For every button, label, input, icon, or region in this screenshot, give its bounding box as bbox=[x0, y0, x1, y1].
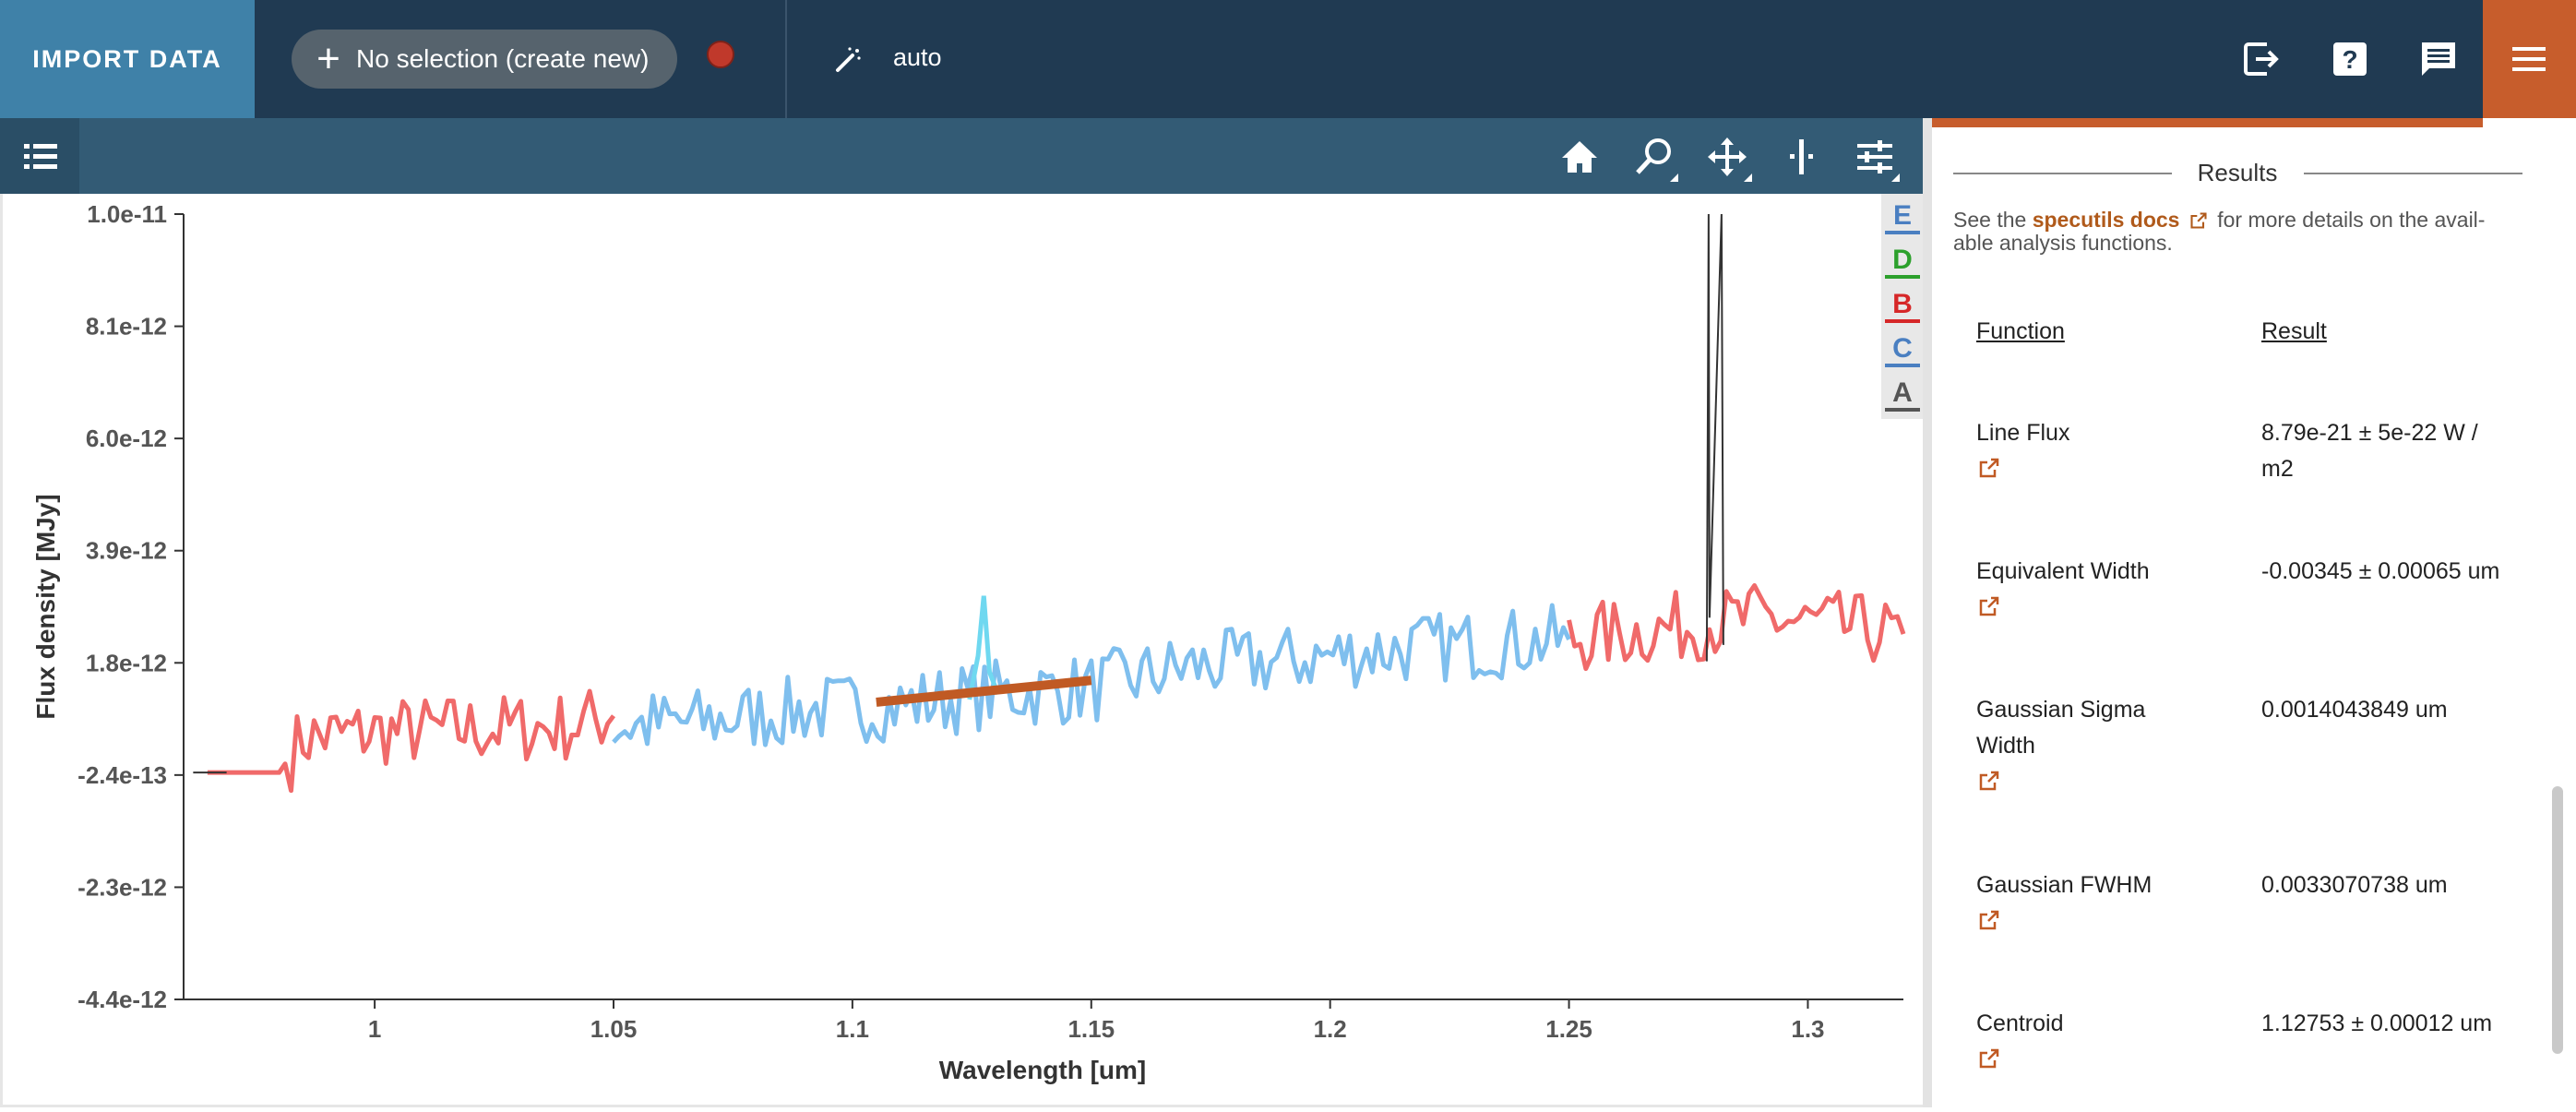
svg-text:?: ? bbox=[2342, 45, 2357, 74]
layer-color-bar bbox=[1885, 319, 1920, 323]
home-tool-button[interactable] bbox=[1556, 134, 1603, 180]
subset-selector-label: No selection (create new) bbox=[356, 44, 650, 73]
x-tick-label: 1.15 bbox=[1067, 1015, 1115, 1043]
external-link-icon[interactable] bbox=[2189, 211, 2208, 230]
y-tick-label: 3.9e-12 bbox=[86, 537, 167, 565]
magic-wand-icon[interactable] bbox=[834, 44, 864, 74]
external-link-icon[interactable] bbox=[1978, 595, 2000, 617]
description-prefix: See the bbox=[1953, 208, 2033, 232]
column-header-result: Result bbox=[2261, 318, 2327, 344]
result-value: 8.79e-21 ± 5e-22 W / m2 bbox=[2261, 420, 2478, 482]
panel-resize-handle[interactable] bbox=[1923, 118, 1932, 1107]
function-name: Centroid bbox=[1976, 1010, 2064, 1036]
external-link-icon[interactable] bbox=[1978, 457, 2000, 479]
x-tick-label: 1.05 bbox=[590, 1015, 638, 1043]
x-tick-label: 1.25 bbox=[1545, 1015, 1592, 1043]
layer-label-a: A bbox=[1892, 377, 1913, 408]
result-function-cell: Gaussian Sigma Width bbox=[1976, 692, 2198, 792]
layer-label-d: D bbox=[1892, 245, 1913, 275]
y-axis-label: Flux density [MJy] bbox=[31, 494, 60, 719]
result-value: 0.0033070738 um bbox=[2261, 872, 2448, 898]
plugin-header-bar bbox=[1932, 118, 2483, 127]
import-data-button[interactable]: IMPORT DATA bbox=[0, 0, 255, 118]
layer-label-b: B bbox=[1892, 289, 1913, 319]
external-link-icon[interactable] bbox=[1978, 909, 2000, 931]
y-tick-label: 8.1e-12 bbox=[86, 313, 167, 341]
y-tick-label: -2.3e-12 bbox=[78, 873, 167, 901]
function-name: Line Flux bbox=[1976, 420, 2070, 446]
plus-icon: + bbox=[316, 36, 340, 81]
continuum-fit-line bbox=[876, 676, 1092, 707]
pan-icon bbox=[1708, 138, 1747, 176]
menu-icon bbox=[2512, 47, 2546, 71]
top-toolbar: IMPORT DATA + No selection (create new) … bbox=[0, 0, 2576, 118]
function-name: Equivalent Width bbox=[1976, 558, 2150, 584]
plot-options-button[interactable] bbox=[1852, 134, 1900, 182]
result-value: 0.0014043849 um bbox=[2261, 697, 2448, 723]
spectrum-plot[interactable]: 1.0e-11 8.1e-12 6.0e-12 3.9e-12 1.8e-12 -2.4e… bbox=[3, 194, 1926, 1107]
result-function-cell: Equivalent Width bbox=[1976, 554, 2198, 617]
line-analysis-panel bbox=[1932, 127, 2576, 1107]
home-icon bbox=[1562, 141, 1597, 173]
x-axis-label: Wavelength [um] bbox=[939, 1056, 1147, 1084]
y-tick-label: -4.4e-12 bbox=[78, 986, 167, 1013]
spectrum-series-2 bbox=[612, 603, 1571, 747]
description-text: See the specutils docs for more details … bbox=[1953, 209, 2507, 255]
layer-color-bar bbox=[1885, 364, 1920, 367]
y-tick-label: -2.4e-13 bbox=[78, 761, 167, 789]
y-tick-label: 1.8e-12 bbox=[86, 649, 167, 676]
divider-line bbox=[1953, 173, 2172, 174]
result-value: -0.00345 ± 0.00065 um bbox=[2261, 558, 2500, 584]
subset-selector[interactable]: + No selection (create new) bbox=[292, 30, 677, 89]
reference-spectrum-line bbox=[1705, 213, 1724, 662]
result-value: 1.12753 ± 0.00012 um bbox=[2261, 1010, 2493, 1036]
export-icon[interactable] bbox=[2239, 37, 2284, 81]
result-function-cell: Centroid bbox=[1976, 1006, 2198, 1070]
layer-color-bar bbox=[1885, 408, 1920, 412]
settings-icon bbox=[1857, 140, 1892, 173]
emission-line-subset bbox=[967, 595, 1001, 700]
divider-line bbox=[2304, 173, 2522, 174]
zoom-icon bbox=[1636, 138, 1671, 174]
help-icon[interactable]: ? bbox=[2328, 37, 2372, 81]
viewer-toolbar bbox=[0, 118, 1923, 194]
function-name: Gaussian FWHM bbox=[1976, 872, 2153, 898]
external-link-icon[interactable] bbox=[1978, 1047, 2000, 1070]
x-tick-label: 1.3 bbox=[1791, 1015, 1824, 1043]
record-indicator[interactable] bbox=[707, 41, 734, 68]
spectrum-series-1 bbox=[207, 688, 616, 794]
result-function-cell: Gaussian FWHM bbox=[1976, 867, 2198, 931]
list-icon bbox=[24, 144, 57, 169]
slice-tool-button[interactable] bbox=[1778, 134, 1824, 180]
layer-label-e: E bbox=[1893, 200, 1912, 231]
specutils-docs-link[interactable]: specutils docs bbox=[2032, 208, 2180, 232]
main-menu-button[interactable] bbox=[2483, 0, 2576, 118]
description-suffix: for more details on the avail-able analy… bbox=[1953, 208, 2486, 255]
layer-color-bar bbox=[1885, 231, 1920, 234]
result-function-cell: Line Flux bbox=[1976, 415, 2198, 479]
x-tick-label: 1.1 bbox=[836, 1015, 869, 1043]
column-header-function: Function bbox=[1976, 318, 2065, 344]
results-title: Results bbox=[2197, 159, 2278, 186]
toolbar-divider bbox=[785, 0, 787, 118]
spectrum-viewer[interactable]: 1.0e-11 8.1e-12 6.0e-12 3.9e-12 1.8e-12 -2.4e… bbox=[0, 194, 1926, 1107]
zoom-tool-button[interactable] bbox=[1630, 134, 1678, 182]
layer-color-bar bbox=[1885, 275, 1920, 279]
panel-scrollbar[interactable] bbox=[2552, 786, 2563, 1054]
external-link-icon[interactable] bbox=[1978, 770, 2000, 792]
layer-label-c: C bbox=[1892, 333, 1913, 364]
y-tick-label: 6.0e-12 bbox=[86, 424, 167, 452]
x-tick-label: 1.2 bbox=[1314, 1015, 1347, 1043]
feedback-icon[interactable] bbox=[2416, 37, 2461, 81]
function-name: Gaussian Sigma Width bbox=[1976, 697, 2146, 759]
slice-icon bbox=[1790, 139, 1813, 174]
spectrum-series-3 bbox=[1567, 582, 1906, 672]
x-tick-label: 1 bbox=[368, 1015, 381, 1043]
y-tick-label: 1.0e-11 bbox=[87, 200, 167, 228]
layers-button[interactable] bbox=[0, 118, 79, 194]
pan-tool-button[interactable] bbox=[1704, 134, 1752, 182]
selection-mode-label: auto bbox=[893, 43, 942, 71]
